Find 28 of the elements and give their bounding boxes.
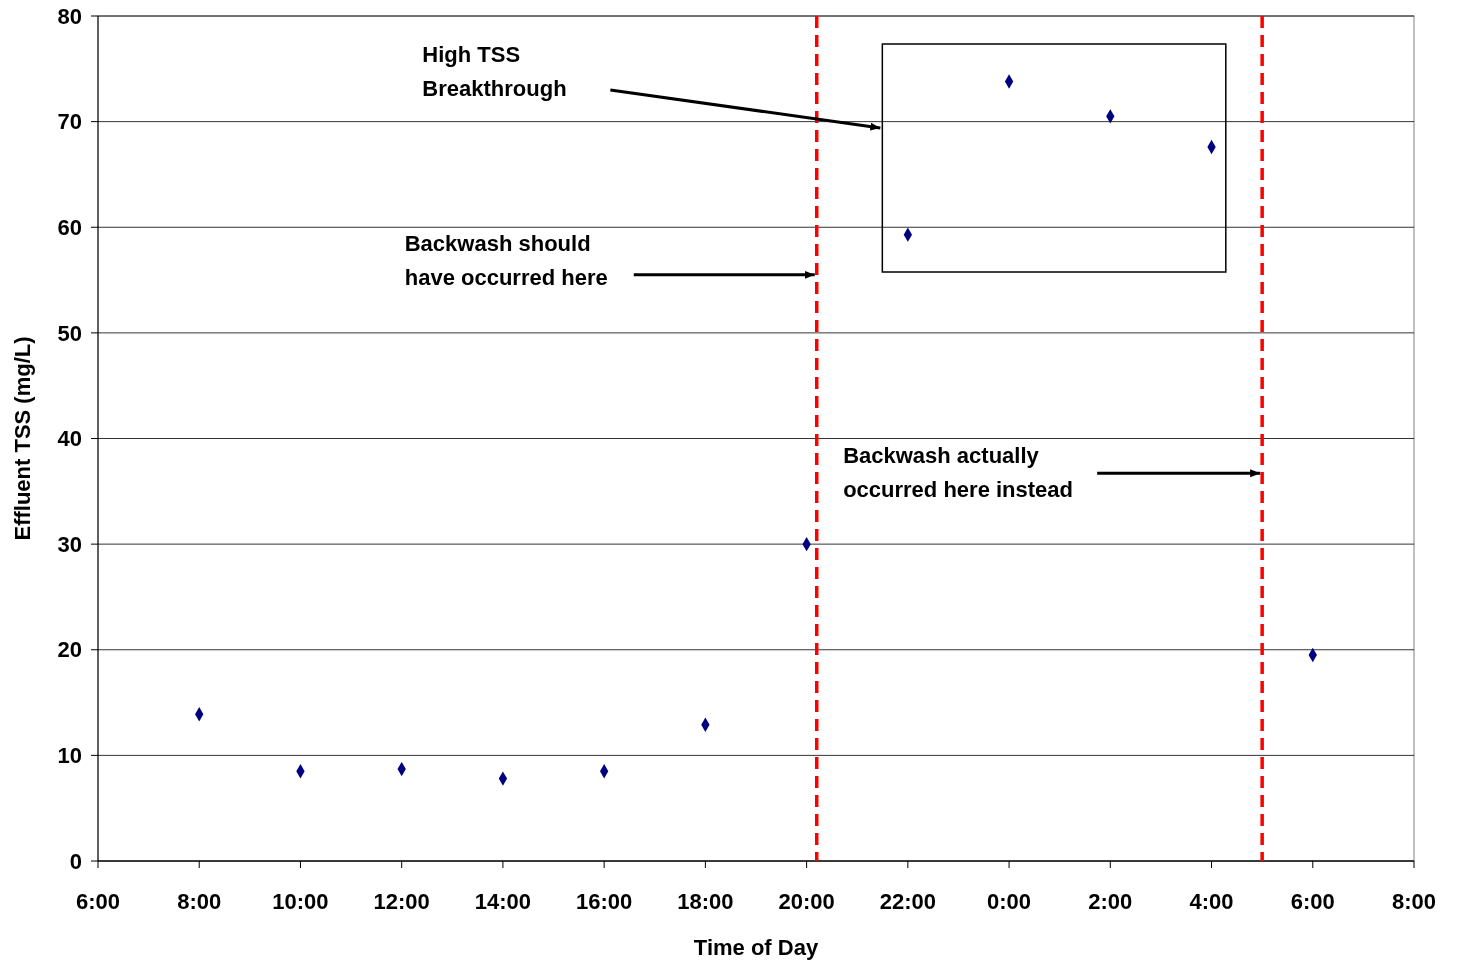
x-tick-label: 8:00 xyxy=(177,889,222,914)
x-tick-label: 0:00 xyxy=(987,889,1032,914)
x-axis-title: Time of Day xyxy=(693,935,819,960)
y-tick-label: 80 xyxy=(57,3,82,29)
annotation: Backwash should have occurred here xyxy=(404,230,608,290)
x-tick-label: 6:00 xyxy=(75,889,121,914)
x-tick-label: 14:00 xyxy=(474,889,532,914)
y-tick-label: 50 xyxy=(57,320,82,346)
y-axis-title: Effluent TSS (mg/L) xyxy=(10,336,35,541)
x-tick-label: 2:00 xyxy=(1088,889,1133,914)
x-tick-label: 10:00 xyxy=(272,889,329,914)
annotation: High TSS Breakthrough xyxy=(422,42,567,101)
x-tick-label: 8:00 xyxy=(1391,889,1437,914)
x-tick-label: 4:00 xyxy=(1189,889,1234,914)
y-tick-label: 0 xyxy=(69,848,82,874)
y-tick-label: 40 xyxy=(57,426,82,452)
x-tick-label: 20:00 xyxy=(778,889,835,914)
annotation: Backwash actually occurred here instead xyxy=(843,443,1074,503)
y-tick-label: 10 xyxy=(57,743,82,769)
x-tick-label: 22:00 xyxy=(879,889,936,914)
y-tick-label: 70 xyxy=(57,109,82,135)
x-tick-label: 6:00 xyxy=(1290,889,1335,914)
y-tick-label: 20 xyxy=(57,637,82,663)
x-tick-label: 12:00 xyxy=(373,889,430,914)
x-tick-label: 16:00 xyxy=(576,889,633,914)
y-tick-label: 30 xyxy=(57,531,82,557)
y-tick-label: 60 xyxy=(57,214,82,240)
x-tick-label: 18:00 xyxy=(677,889,734,914)
